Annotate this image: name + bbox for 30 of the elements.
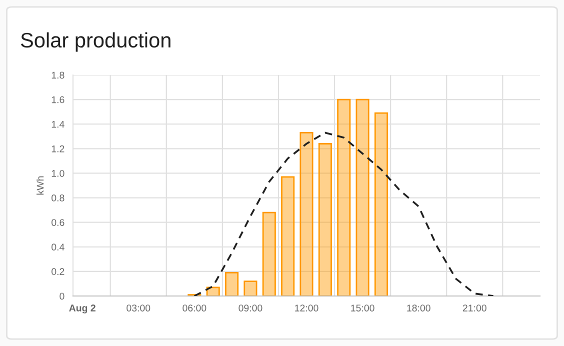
bar (225, 272, 239, 296)
x-tick-label: 15:00 (351, 304, 374, 312)
x-tick-label: Aug 2 (69, 304, 96, 314)
bar (244, 280, 258, 296)
x-tick-label: 06:00 (182, 304, 206, 312)
chart-title: Solar production (20, 32, 170, 52)
y-tick-label: 1.0 (52, 170, 64, 177)
y-tick-label: 0.4 (52, 244, 64, 251)
bar (318, 143, 332, 296)
bar (300, 132, 314, 296)
y-tick-label: 0.6 (52, 219, 64, 226)
y-tick-label: 1.6 (52, 96, 64, 104)
bar (281, 176, 295, 296)
x-tick-label: 18:00 (407, 304, 430, 312)
y-tick-label: 1.4 (52, 120, 64, 128)
y-tick-label: 1.2 (52, 145, 64, 152)
bar (337, 98, 351, 296)
x-tick-label: 21:00 (462, 304, 486, 312)
y-tick-label: 1.8 (52, 72, 64, 79)
bar (356, 98, 370, 296)
x-tick-label: 03:00 (126, 304, 150, 312)
x-tick-label: 09:00 (238, 304, 262, 312)
y-tick-label: 0 (60, 292, 64, 300)
line-series (194, 132, 494, 296)
x-tick-label: 12:00 (295, 304, 318, 312)
y-tick-label: 0.8 (52, 194, 64, 202)
y-axis-title: kWh (36, 176, 44, 195)
bar (262, 212, 276, 296)
y-tick-label: 0.2 (52, 268, 64, 276)
bar (374, 112, 388, 296)
